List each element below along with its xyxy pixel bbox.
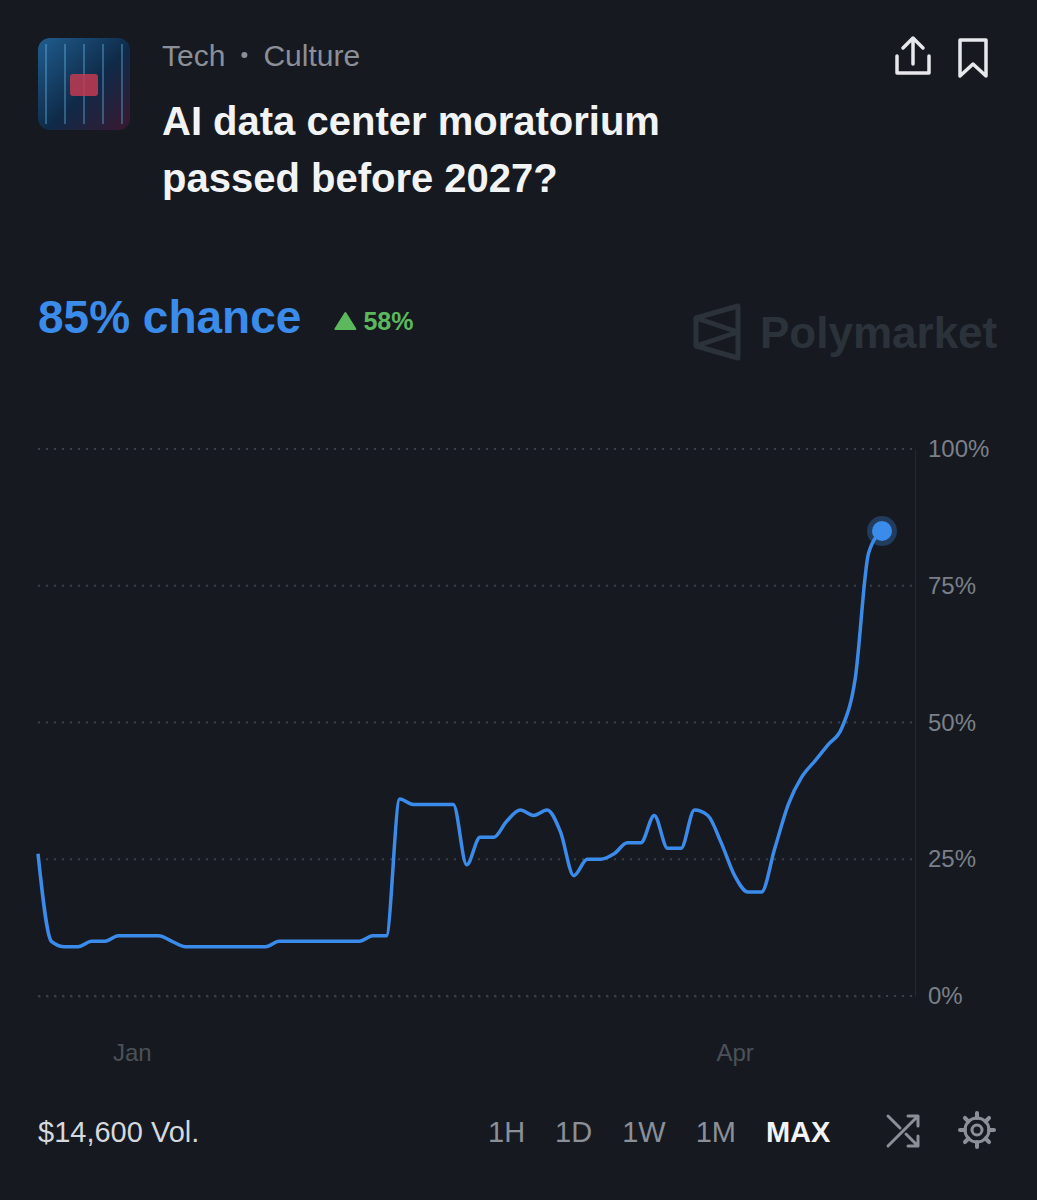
tag[interactable]: Tech — [162, 39, 225, 72]
chart-svg: Tech Culture AI data center moratoriumpass… — [0, 0, 1037, 1200]
y-tick: 100% — [915, 435, 989, 462]
background — [0, 0, 1037, 1200]
icon-line — [45, 44, 47, 124]
source: Polymarket — [760, 308, 998, 357]
change: 58% — [363, 307, 413, 335]
settings-button[interactable] — [960, 1113, 994, 1147]
bookmark-button[interactable] — [960, 40, 986, 76]
y-tick: 25% — [915, 845, 976, 872]
title: AI data center moratoriumpassed before 2… — [162, 99, 660, 200]
icon-line — [102, 44, 104, 124]
timeframe-button[interactable]: 1M — [696, 1116, 736, 1148]
grid — [38, 449, 915, 996]
chart-root: Tech Culture AI data center moratoriumpass… — [0, 0, 1037, 1200]
series-line — [38, 531, 882, 947]
timeframe-button[interactable]: 1W — [622, 1116, 666, 1148]
y-tick: 75% — [915, 572, 976, 599]
y-tick-label: 100% — [928, 435, 989, 462]
settings-icon[interactable] — [972, 1125, 982, 1135]
end-dot-halo — [867, 516, 897, 546]
settings-icon[interactable] — [975, 1142, 979, 1147]
shuffle-icon[interactable] — [888, 1116, 918, 1146]
y-tick: 0% — [915, 982, 963, 1009]
grid-line — [38, 722, 915, 724]
tag[interactable]: Culture — [263, 39, 360, 72]
y-tick-label: 75% — [928, 572, 976, 599]
grid-line — [38, 448, 915, 450]
grid-line — [38, 585, 915, 587]
icon-line — [64, 44, 66, 124]
end-dot — [872, 521, 892, 541]
grid-line — [38, 858, 915, 860]
grid-line — [38, 995, 915, 997]
y-tick: 50% — [915, 709, 976, 736]
settings-icon[interactable] — [965, 1118, 989, 1142]
icon-glow — [70, 74, 98, 96]
settings-icon[interactable] — [965, 1138, 969, 1142]
y-axis-line — [915, 450, 916, 997]
headline: 85% chance — [38, 291, 301, 343]
settings-icon[interactable] — [965, 1118, 969, 1122]
x-axis: Jan Apr — [39, 996, 883, 1066]
settings-icon[interactable] — [989, 1128, 994, 1132]
tag-separator — [241, 52, 247, 58]
share-icon[interactable] — [903, 38, 923, 64]
timeframe-button[interactable]: MAX — [766, 1116, 831, 1148]
icon-bg — [38, 38, 130, 130]
y-tick-label: 25% — [928, 845, 976, 872]
shuffle-button[interactable] — [888, 1116, 918, 1146]
x-tick-label: Apr — [716, 1039, 753, 1066]
x-tick: Apr — [716, 996, 753, 1066]
y-tick-label: 0% — [928, 982, 963, 1009]
x-axis-line — [39, 996, 883, 998]
plot-area — [38, 516, 897, 947]
x-tick: Jan — [113, 996, 152, 1066]
settings-icon[interactable] — [960, 1128, 965, 1132]
settings-icon[interactable] — [985, 1138, 989, 1142]
x-tick-label: Jan — [113, 1039, 152, 1066]
change-arrow — [335, 313, 355, 329]
timeframe-button[interactable]: 1H — [488, 1116, 525, 1148]
y-tick-label: 50% — [928, 709, 976, 736]
volume: $14,600 Vol. — [38, 1116, 199, 1148]
settings-icon[interactable] — [985, 1118, 989, 1122]
y-axis: 0% 25% 50% 75% 100% — [915, 435, 989, 1009]
source-logo — [696, 306, 738, 358]
share-button[interactable] — [897, 38, 929, 73]
timeframe-button[interactable]: 1D — [555, 1116, 592, 1148]
market-icon — [38, 38, 130, 130]
icon-line — [121, 44, 123, 124]
shuffle-icon[interactable] — [888, 1116, 918, 1146]
settings-icon[interactable] — [975, 1113, 979, 1118]
